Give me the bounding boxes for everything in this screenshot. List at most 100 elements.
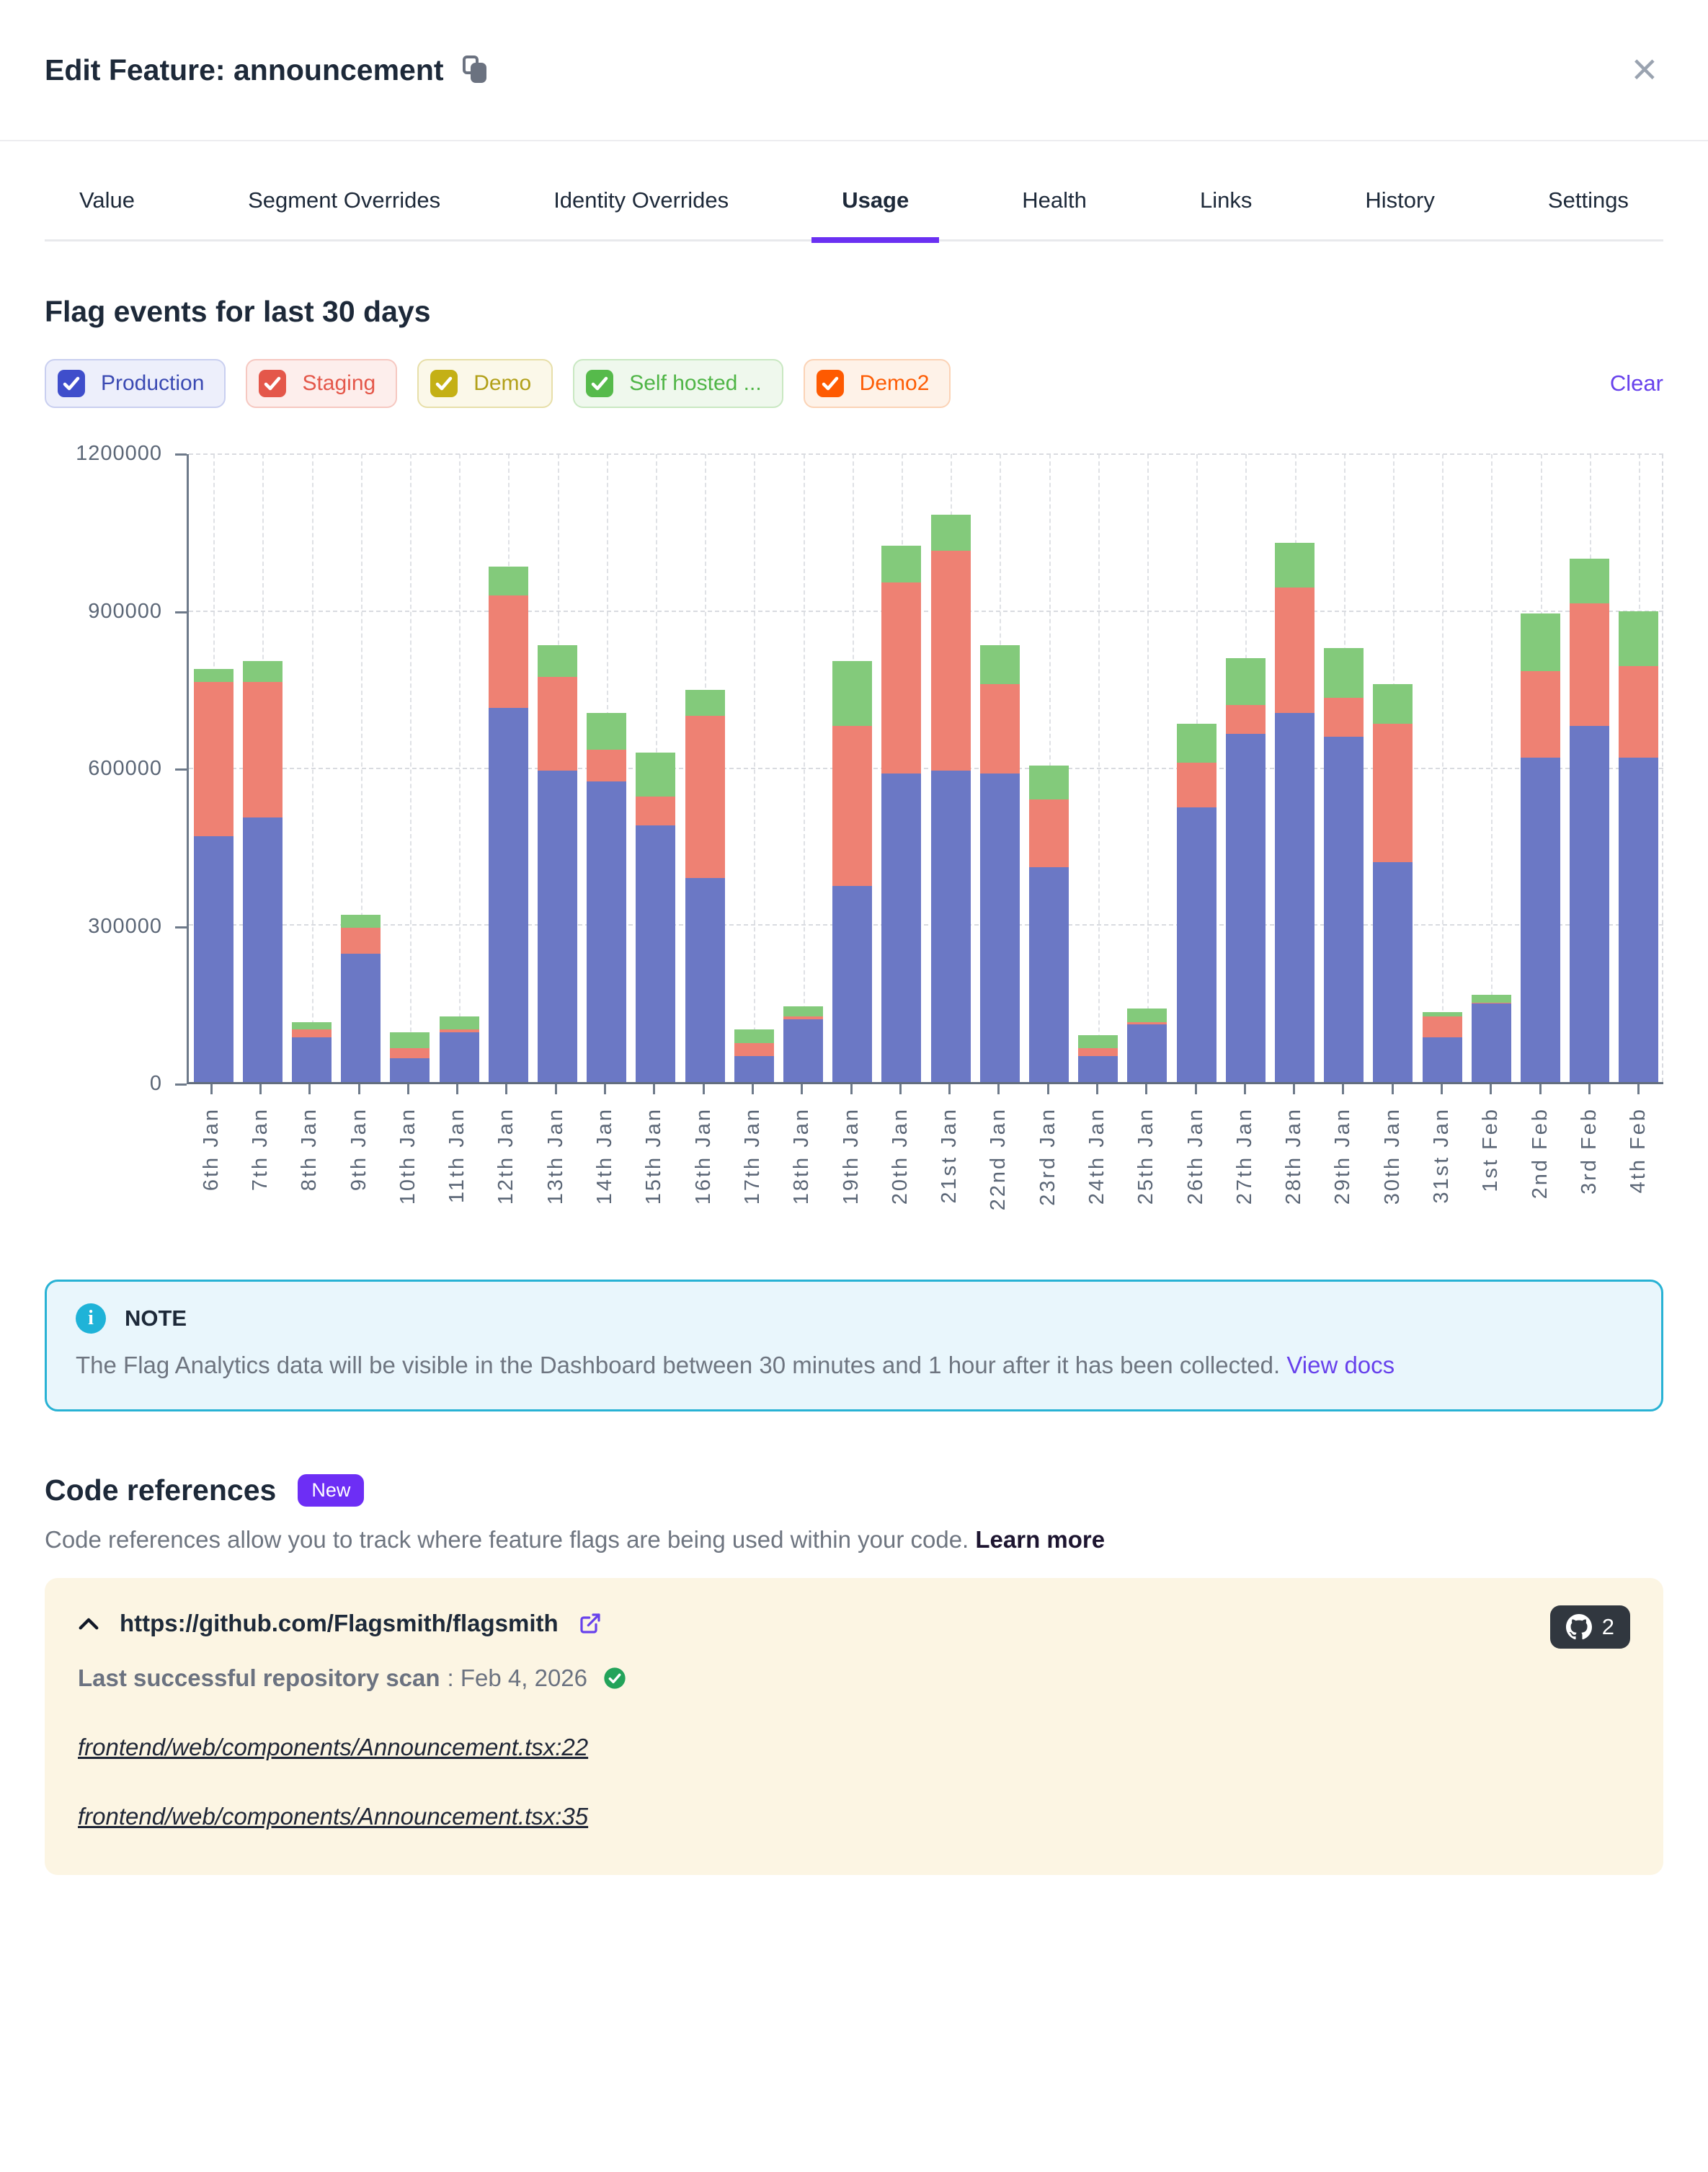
stacked-bar — [390, 454, 430, 1082]
x-axis-label: 1st Feb — [1479, 1107, 1503, 1192]
bar-slot-30th-jan — [1369, 454, 1418, 1082]
x-axis-label: 28th Jan — [1282, 1107, 1306, 1205]
tab-settings[interactable]: Settings — [1547, 187, 1629, 213]
github-icon — [1565, 1614, 1592, 1640]
x-axis-category: 10th Jan — [383, 1084, 432, 1210]
code-reference-file-link[interactable]: frontend/web/components/Announcement.tsx… — [78, 1734, 589, 1761]
external-link-icon[interactable] — [579, 1612, 602, 1635]
x-axis-label: 26th Jan — [1183, 1107, 1207, 1205]
learn-more-link[interactable]: Learn more — [975, 1526, 1106, 1553]
clear-button[interactable]: Clear — [1609, 371, 1663, 396]
tab-value[interactable]: Value — [79, 187, 135, 213]
github-count-badge[interactable]: 2 — [1549, 1605, 1630, 1649]
x-axis-category: 7th Jan — [236, 1084, 285, 1210]
bar-segment-production — [734, 1055, 774, 1082]
x-axis-tickmark — [554, 1084, 557, 1094]
bar-segment-self-hosted — [783, 1006, 824, 1017]
bar-segment-staging — [1570, 603, 1610, 727]
bar-segment-self-hosted — [242, 660, 283, 682]
stacked-bar — [242, 454, 283, 1082]
x-axis-tickmark — [210, 1084, 213, 1094]
checkbox-checked-icon[interactable] — [586, 370, 614, 397]
bar-segment-self-hosted — [1570, 559, 1610, 603]
x-axis-category: 19th Jan — [827, 1084, 876, 1210]
x-axis-tickmark — [406, 1084, 409, 1094]
bar-slot-7th-jan — [238, 454, 287, 1082]
bar-segment-production — [1373, 862, 1413, 1082]
view-docs-link[interactable]: View docs — [1286, 1352, 1395, 1379]
stacked-bar — [439, 454, 479, 1082]
bar-slot-8th-jan — [287, 454, 336, 1082]
env-filter-label: Demo2 — [859, 371, 930, 395]
stacked-bar — [1422, 454, 1462, 1082]
bar-segment-production — [685, 877, 725, 1082]
stacked-bar — [1373, 454, 1413, 1082]
bar-slot-13th-jan — [533, 454, 582, 1082]
copy-icon-front — [470, 63, 486, 83]
x-axis-label: 24th Jan — [1085, 1107, 1108, 1205]
scan-date: : Feb 4, 2026 — [447, 1665, 588, 1692]
env-filter-label: Staging — [302, 371, 376, 395]
env-filter-demo[interactable]: Demo — [417, 359, 553, 408]
y-axis-label: 600000 — [88, 757, 162, 780]
x-axis-category: 6th Jan — [187, 1084, 236, 1210]
x-axis-category: 31st Jan — [1417, 1084, 1466, 1210]
x-axis-category: 28th Jan — [1270, 1084, 1319, 1210]
bar-segment-self-hosted — [1324, 647, 1364, 698]
bar-segment-staging — [1275, 588, 1315, 714]
x-axis-category: 17th Jan — [728, 1084, 777, 1210]
checkbox-checked-icon[interactable] — [58, 370, 85, 397]
bar-segment-staging — [193, 681, 233, 836]
bar-slot-20th-jan — [877, 454, 926, 1082]
stacked-bar — [1471, 454, 1511, 1082]
bar-slot-25th-jan — [1123, 454, 1172, 1082]
bar-segment-production — [1275, 713, 1315, 1082]
x-axis-category: 16th Jan — [679, 1084, 728, 1210]
stacked-bar — [1078, 454, 1118, 1082]
bar-segment-production — [930, 771, 971, 1082]
x-axis-label: 23rd Jan — [1036, 1107, 1059, 1206]
x-axis-tickmark — [801, 1084, 804, 1094]
tab-links[interactable]: Links — [1199, 187, 1253, 213]
bar-segment-staging — [292, 1029, 332, 1038]
env-filter-demo2[interactable]: Demo2 — [803, 359, 951, 408]
checkbox-checked-icon[interactable] — [816, 370, 844, 397]
env-filter-production[interactable]: Production — [45, 359, 226, 408]
copy-icon[interactable] — [462, 56, 489, 84]
repo-url-link[interactable]: https://github.com/Flagsmith/flagsmith — [120, 1610, 559, 1637]
x-axis-category: 27th Jan — [1220, 1084, 1269, 1210]
y-axis-label: 0 — [149, 1072, 162, 1095]
x-axis-label: 18th Jan — [790, 1107, 814, 1205]
stacked-bar — [193, 454, 233, 1082]
bar-segment-production — [979, 773, 1020, 1082]
env-filter-staging[interactable]: Staging — [246, 359, 398, 408]
tab-usage[interactable]: Usage — [811, 187, 940, 243]
tab-identity-overrides[interactable]: Identity Overrides — [553, 187, 729, 213]
checkbox-checked-icon[interactable] — [430, 370, 458, 397]
close-icon[interactable]: × — [1631, 45, 1658, 94]
stacked-bar — [587, 454, 627, 1082]
tab-health[interactable]: Health — [1022, 187, 1087, 213]
stacked-bar — [1176, 454, 1216, 1082]
bar-slot-12th-jan — [484, 454, 533, 1082]
x-axis-label: 14th Jan — [593, 1107, 617, 1205]
collapse-chevron-icon[interactable] — [78, 1615, 99, 1631]
tab-segment-overrides[interactable]: Segment Overrides — [248, 187, 441, 213]
y-axis-label: 300000 — [88, 914, 162, 938]
env-filter-self-hosted[interactable]: Self hosted ... — [573, 359, 783, 408]
note-box: i NOTE The Flag Analytics data will be v… — [45, 1280, 1663, 1412]
bar-segment-production — [1029, 867, 1069, 1082]
bar-slot-31st-jan — [1418, 454, 1467, 1082]
bar-slot-11th-jan — [435, 454, 484, 1082]
checkbox-checked-icon[interactable] — [259, 370, 287, 397]
x-axis-label: 29th Jan — [1331, 1107, 1355, 1205]
bar-segment-production — [439, 1032, 479, 1082]
bar-segment-production — [587, 781, 627, 1082]
bar-segment-production — [488, 708, 528, 1082]
tab-history[interactable]: History — [1365, 187, 1435, 213]
x-axis-category: 4th Feb — [1614, 1084, 1663, 1210]
bar-segment-self-hosted — [341, 914, 381, 928]
code-reference-file-link[interactable]: frontend/web/components/Announcement.tsx… — [78, 1803, 589, 1830]
y-axis: 0 300000 600000 900000 1200000 — [45, 442, 187, 1095]
bar-segment-self-hosted — [1029, 765, 1069, 800]
